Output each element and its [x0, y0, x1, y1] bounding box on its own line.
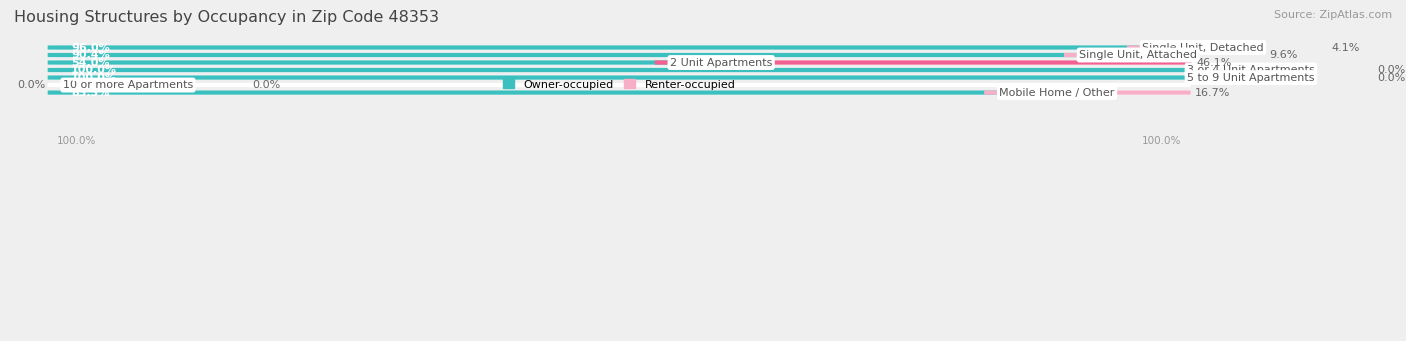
Text: 100.0%: 100.0% — [72, 65, 117, 75]
Text: 46.1%: 46.1% — [1197, 58, 1232, 68]
FancyBboxPatch shape — [48, 83, 1191, 87]
FancyBboxPatch shape — [48, 90, 1191, 95]
Text: 0.0%: 0.0% — [17, 80, 45, 90]
FancyBboxPatch shape — [48, 68, 1191, 72]
Text: 2 Unit Apartments: 2 Unit Apartments — [671, 58, 772, 68]
FancyBboxPatch shape — [48, 75, 1191, 80]
Text: Source: ZipAtlas.com: Source: ZipAtlas.com — [1274, 10, 1392, 20]
Text: Single Unit, Attached: Single Unit, Attached — [1080, 50, 1197, 60]
Text: 54.0%: 54.0% — [72, 58, 110, 68]
Text: 10 or more Apartments: 10 or more Apartments — [63, 80, 193, 90]
FancyBboxPatch shape — [48, 60, 1191, 65]
FancyBboxPatch shape — [48, 53, 1083, 57]
Text: 100.0%: 100.0% — [72, 73, 117, 83]
Text: 0.0%: 0.0% — [1376, 73, 1405, 83]
Text: 4.1%: 4.1% — [1331, 43, 1360, 53]
FancyBboxPatch shape — [984, 90, 1191, 95]
Text: 100.0%: 100.0% — [58, 136, 97, 146]
Legend: Owner-occupied, Renter-occupied: Owner-occupied, Renter-occupied — [499, 75, 740, 94]
Text: 96.0%: 96.0% — [72, 43, 110, 53]
FancyBboxPatch shape — [48, 90, 1002, 95]
Text: 0.0%: 0.0% — [1376, 65, 1405, 75]
Text: 9.6%: 9.6% — [1268, 50, 1298, 60]
Text: 16.7%: 16.7% — [1195, 88, 1230, 98]
FancyBboxPatch shape — [48, 75, 1191, 80]
FancyBboxPatch shape — [655, 60, 1192, 65]
Text: Single Unit, Detached: Single Unit, Detached — [1142, 43, 1264, 53]
FancyBboxPatch shape — [48, 45, 1191, 50]
Text: Housing Structures by Occupancy in Zip Code 48353: Housing Structures by Occupancy in Zip C… — [14, 10, 439, 25]
Text: 100.0%: 100.0% — [1142, 136, 1181, 146]
Text: 83.3%: 83.3% — [72, 88, 110, 98]
FancyBboxPatch shape — [48, 45, 1146, 50]
FancyBboxPatch shape — [48, 60, 673, 65]
Text: 5 to 9 Unit Apartments: 5 to 9 Unit Apartments — [1187, 73, 1315, 83]
Text: 3 or 4 Unit Apartments: 3 or 4 Unit Apartments — [1187, 65, 1315, 75]
FancyBboxPatch shape — [48, 53, 1191, 57]
Text: 90.4%: 90.4% — [72, 50, 110, 60]
FancyBboxPatch shape — [1128, 45, 1192, 50]
FancyBboxPatch shape — [48, 68, 1191, 72]
FancyBboxPatch shape — [1064, 53, 1191, 57]
Text: Mobile Home / Other: Mobile Home / Other — [1000, 88, 1115, 98]
Text: 0.0%: 0.0% — [253, 80, 281, 90]
